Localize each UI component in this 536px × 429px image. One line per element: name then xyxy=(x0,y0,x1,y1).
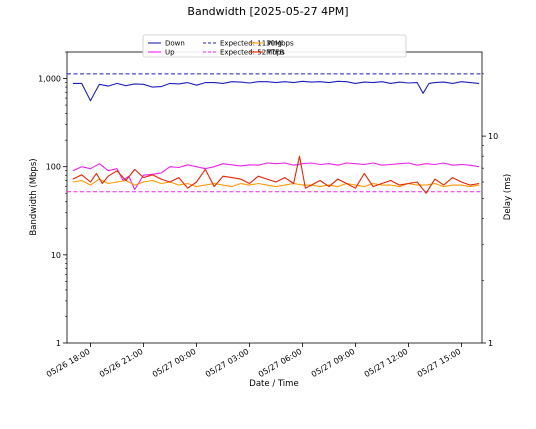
x-axis-label: Date / Time xyxy=(249,379,298,389)
x-tick-label: 05/27 15:00 xyxy=(416,347,463,379)
ttfb-series-line xyxy=(72,155,480,194)
series-layer xyxy=(67,73,482,194)
x-tick-label: 05/27 00:00 xyxy=(151,347,198,379)
legend-label: TTFB xyxy=(266,49,284,57)
x-tick-label: 05/26 18:00 xyxy=(45,347,92,379)
legend-label: Up xyxy=(165,49,175,57)
x-tick-label: 05/27 03:00 xyxy=(204,347,251,379)
y2-axis-label: Delay (ms) xyxy=(503,174,513,220)
plot-frame xyxy=(66,51,483,344)
x-tick-label: 05/27 09:00 xyxy=(310,347,357,379)
legend-label: Down xyxy=(165,40,185,48)
down-series-line xyxy=(72,80,480,102)
y2-tick-label: 1 xyxy=(488,339,493,348)
x-tick-label: 05/27 06:00 xyxy=(257,347,304,379)
chart-title: Bandwidth [2025-05-27 4PM] xyxy=(187,5,348,18)
y-axis-label: Bandwidth (Mbps) xyxy=(29,158,39,235)
ping-series-line xyxy=(72,178,480,188)
x-tick-label: 05/27 12:00 xyxy=(363,347,410,379)
legend-label: Ping xyxy=(267,40,282,48)
up-series-line xyxy=(72,162,480,191)
y-tick-label: 1,000 xyxy=(38,75,61,84)
y-tick-label: 1 xyxy=(56,339,61,348)
y-tick-label: 100 xyxy=(46,163,61,172)
x-tick-label: 05/26 21:00 xyxy=(98,347,145,379)
y2-tick-label: 10 xyxy=(488,132,498,141)
y-tick-label: 10 xyxy=(51,251,61,260)
